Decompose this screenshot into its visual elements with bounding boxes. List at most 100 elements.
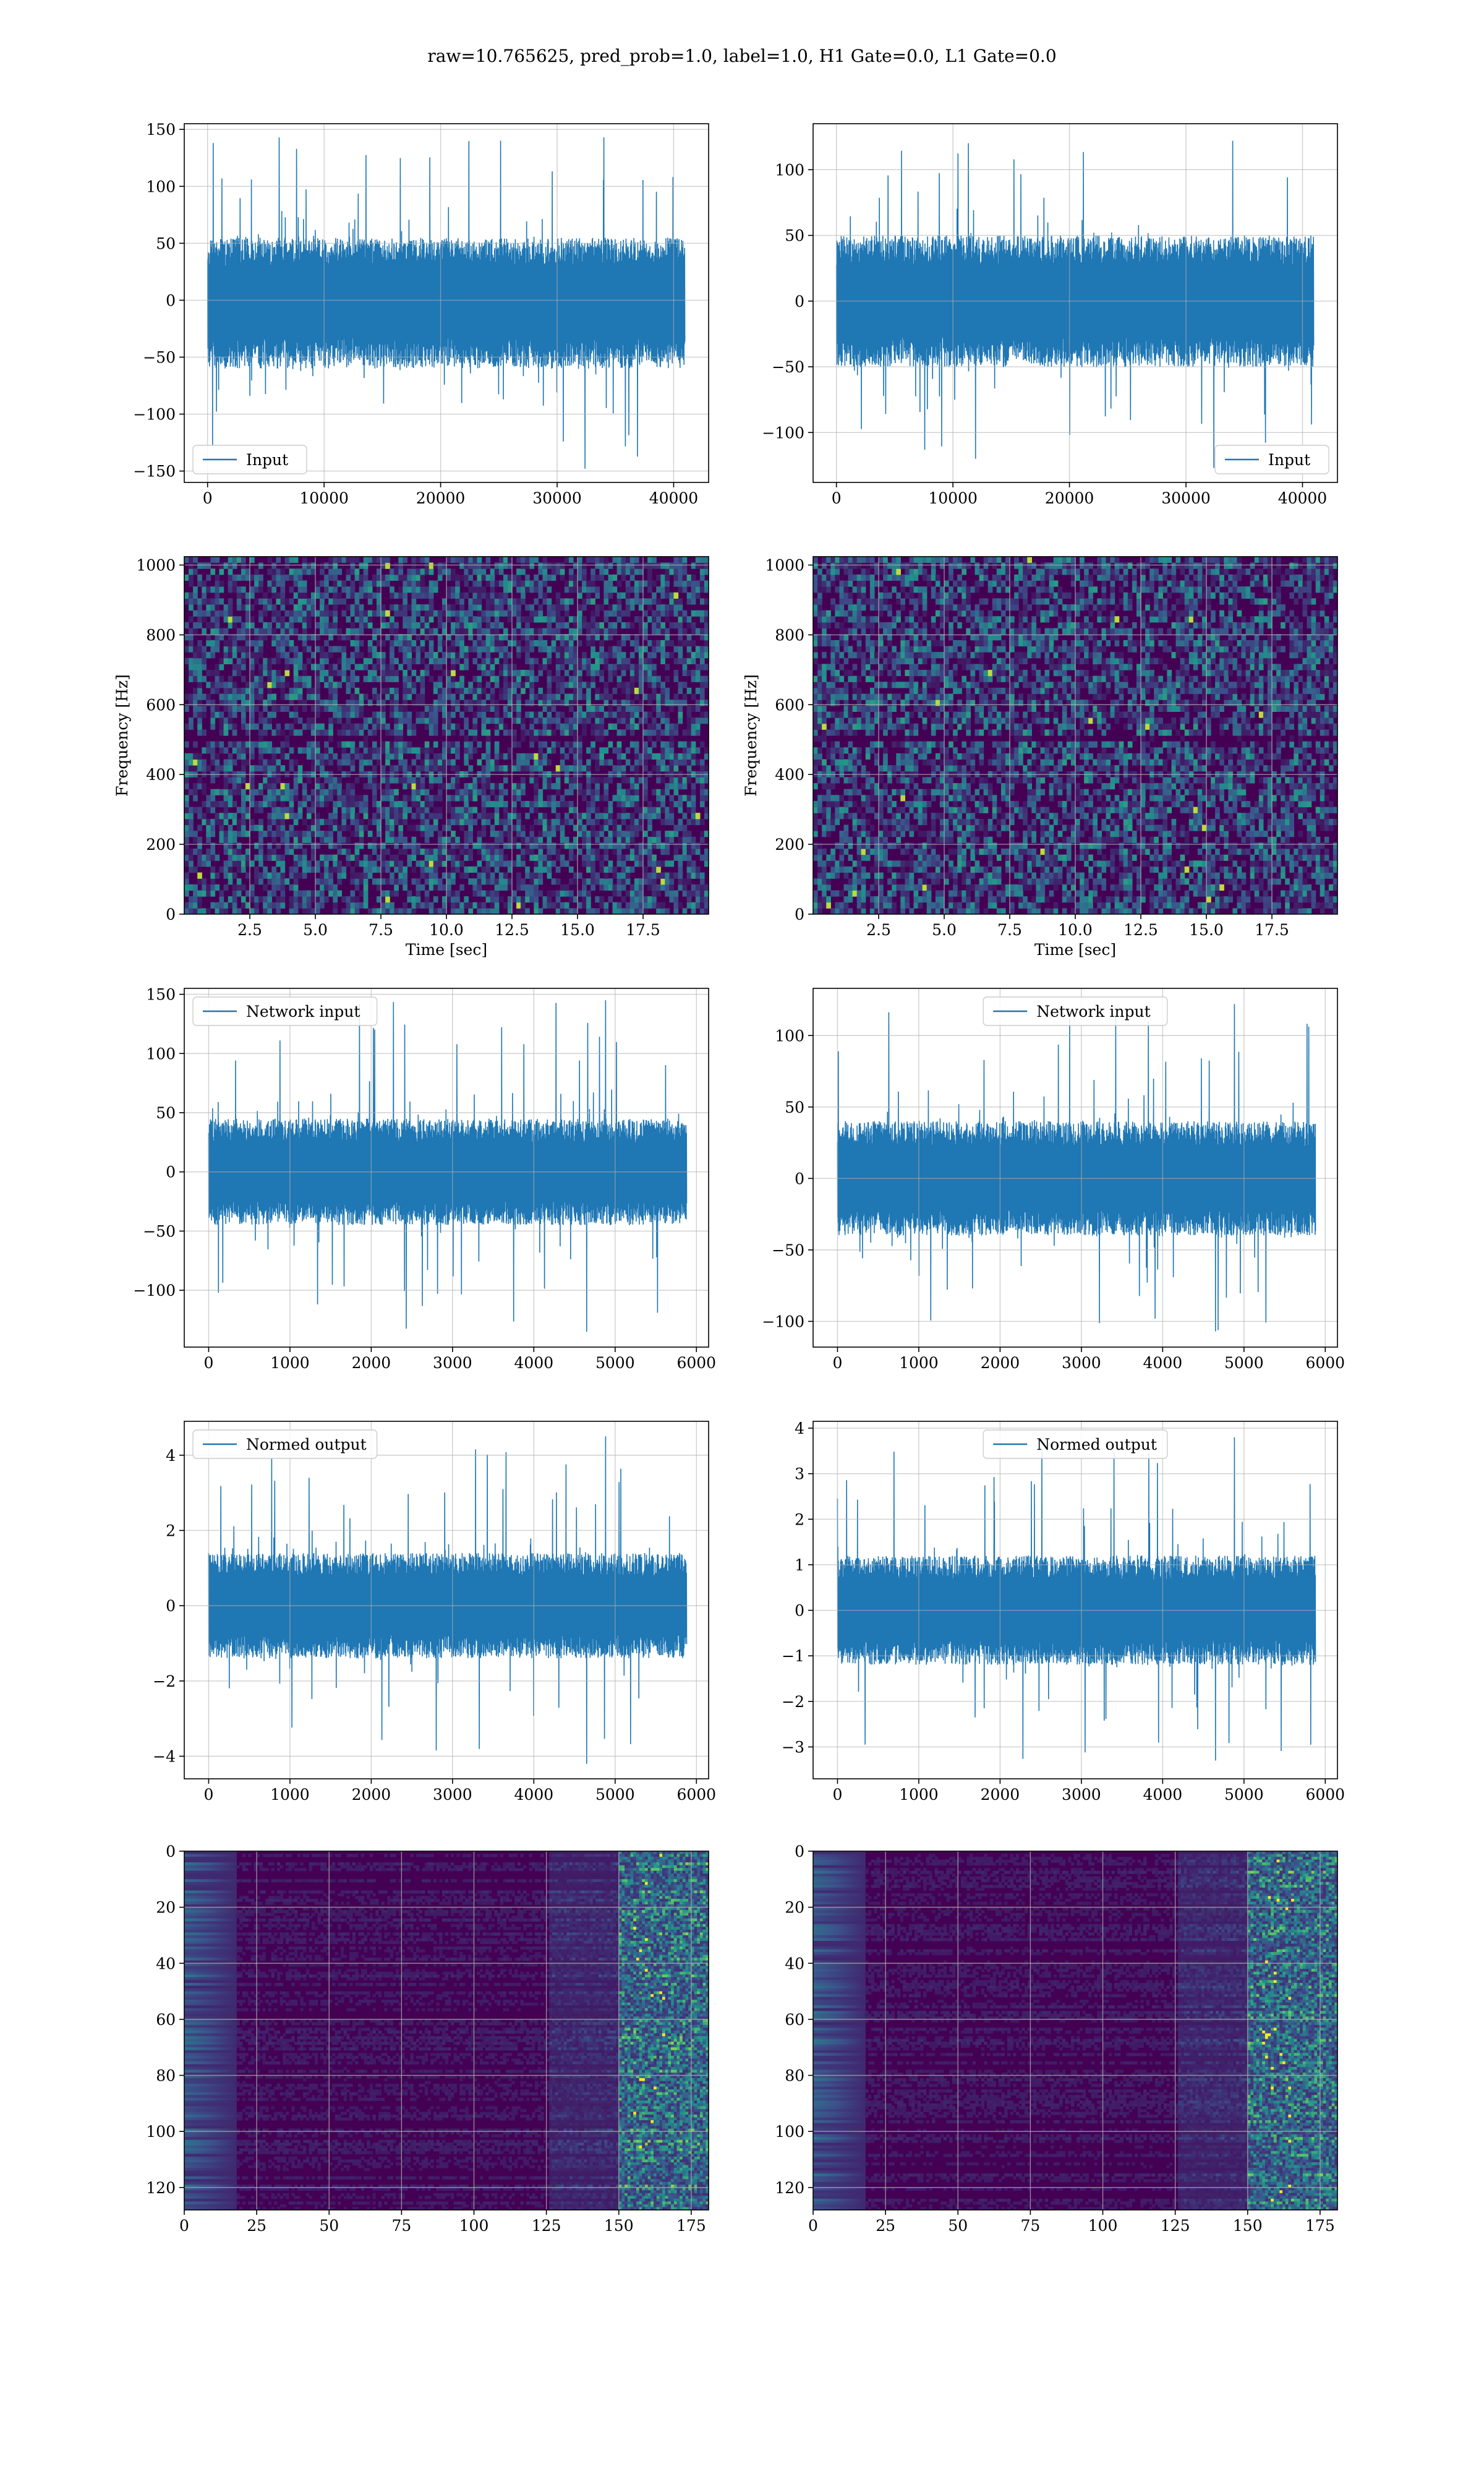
heatmap-cell xyxy=(437,622,443,629)
heatmap-cell xyxy=(420,604,425,611)
heatmap-cell xyxy=(699,711,705,718)
heatmap-cell xyxy=(215,872,220,879)
heatmap-cell xyxy=(691,890,696,897)
heatmap-cell xyxy=(232,872,237,879)
heatmap-cell xyxy=(407,741,412,748)
heatmap-cell xyxy=(459,872,464,879)
heatmap-cell xyxy=(258,896,263,903)
heatmap-cell xyxy=(280,866,286,873)
heatmap-cell xyxy=(691,705,696,712)
heatmap-cell xyxy=(367,860,373,867)
heatmap-cell xyxy=(608,741,613,748)
heatmap-cell xyxy=(656,801,661,808)
heatmap-cell xyxy=(656,735,661,742)
heatmap-cell xyxy=(263,795,268,802)
heatmap-cell xyxy=(691,860,696,867)
heatmap-cell xyxy=(189,646,194,653)
heatmap-cell xyxy=(403,693,407,700)
heatmap-cell xyxy=(656,860,661,867)
heatmap-cell xyxy=(390,657,394,664)
heatmap-cell xyxy=(822,652,827,659)
heatmap-cell xyxy=(394,866,399,873)
input-h1-legend: Input xyxy=(192,445,307,474)
heatmap-cell xyxy=(578,705,582,712)
heatmap-cell xyxy=(813,783,818,790)
heatmap-cell xyxy=(302,860,307,867)
heatmap-cell xyxy=(603,580,609,587)
heatmap-cell xyxy=(293,872,299,879)
heatmap-cell xyxy=(354,884,360,891)
heatmap-cell xyxy=(354,598,360,605)
heatmap-cell xyxy=(236,890,242,897)
heatmap-cell xyxy=(686,592,692,599)
heatmap-cell xyxy=(686,902,692,909)
heatmap-cell xyxy=(503,902,508,909)
heatmap-cell xyxy=(616,902,622,909)
heatmap-cell xyxy=(542,783,548,790)
heatmap-cell xyxy=(328,693,333,700)
heatmap-cell xyxy=(210,824,216,831)
heatmap-cell xyxy=(451,896,456,903)
heatmap-cell xyxy=(464,735,469,742)
heatmap-cell xyxy=(538,700,544,706)
heatmap-cell xyxy=(455,741,460,748)
heatmap-cell xyxy=(464,842,469,849)
heatmap-cell xyxy=(555,711,561,718)
heatmap-cell xyxy=(289,759,294,766)
heatmap-cell xyxy=(625,831,631,837)
heatmap-cell xyxy=(494,657,500,664)
heatmap-cell xyxy=(503,831,508,837)
heatmap-cell xyxy=(638,646,644,653)
heatmap-cell xyxy=(529,717,534,724)
heatmap-cell xyxy=(573,842,578,849)
heatmap-cell xyxy=(826,711,831,718)
heatmap-cell xyxy=(416,747,421,754)
heatmap-cell xyxy=(267,580,272,587)
heatmap-cell xyxy=(516,908,521,914)
heatmap-cell xyxy=(289,813,294,820)
heatmap-cell xyxy=(320,610,325,617)
heatmap-cell xyxy=(289,729,294,736)
heatmap-cell xyxy=(276,765,281,772)
heatmap-cell xyxy=(289,849,294,855)
heatmap-cell xyxy=(525,634,530,641)
heatmap-cell xyxy=(320,604,325,611)
heatmap-cell xyxy=(595,557,600,563)
heatmap-cell xyxy=(564,789,569,795)
heatmap-cell xyxy=(367,610,373,617)
heatmap-cell xyxy=(678,783,683,790)
heatmap-cell xyxy=(433,687,438,695)
heatmap-cell xyxy=(573,783,578,790)
heatmap-cell xyxy=(525,801,530,808)
heatmap-cell xyxy=(599,693,604,700)
heatmap-cell xyxy=(337,646,342,653)
heatmap-cell xyxy=(193,705,198,712)
heatmap-cell xyxy=(564,884,569,891)
heatmap-cell xyxy=(485,735,491,742)
heatmap-cell xyxy=(424,849,430,855)
y-tick-label: −50 xyxy=(772,358,804,376)
heatmap-cell xyxy=(551,675,556,682)
heatmap-cell xyxy=(555,902,561,909)
heatmap-cell xyxy=(416,783,421,790)
heatmap-cell xyxy=(367,622,373,629)
heatmap-cell xyxy=(564,902,569,909)
heatmap-cell xyxy=(284,813,290,820)
heatmap-cell xyxy=(534,866,539,873)
heatmap-cell xyxy=(429,831,434,837)
heatmap-cell xyxy=(346,604,351,611)
heatmap-cell xyxy=(494,890,500,897)
heatmap-cell xyxy=(603,616,609,623)
heatmap-cell xyxy=(652,866,657,873)
heatmap-cell xyxy=(822,586,827,593)
heatmap-cell xyxy=(612,818,618,826)
heatmap-cell xyxy=(656,831,661,837)
heatmap-cell xyxy=(507,765,513,772)
heatmap-cell xyxy=(578,872,582,879)
heatmap-cell xyxy=(367,586,373,593)
heatmap-cell xyxy=(441,896,447,903)
heatmap-cell xyxy=(529,854,534,861)
heatmap-cell xyxy=(381,854,386,861)
heatmap-cell xyxy=(529,723,534,730)
heatmap-cell xyxy=(599,646,604,653)
